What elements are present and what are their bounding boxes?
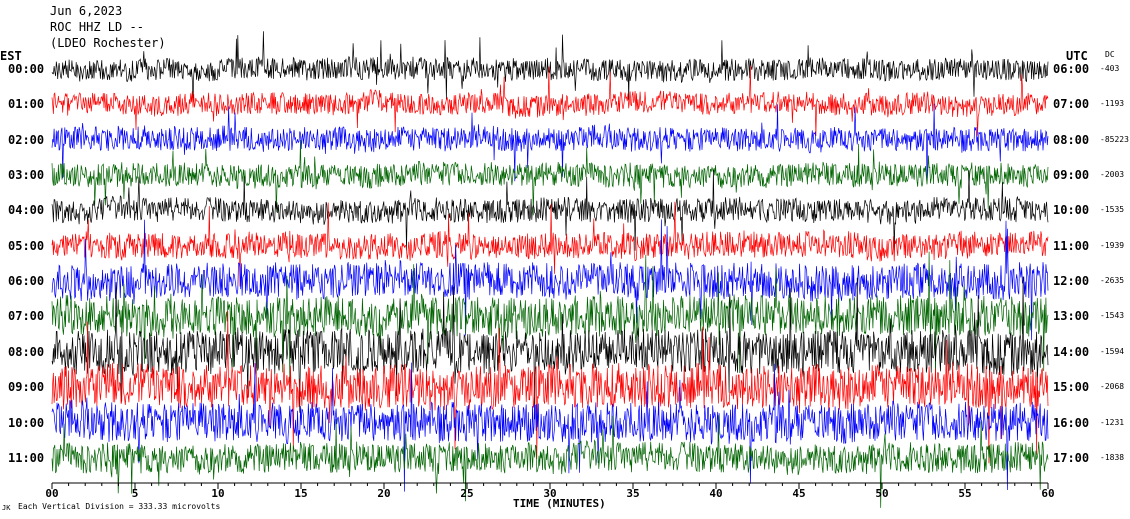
trace-row-0000 bbox=[51, 31, 1049, 106]
est-label-1000: 10:00 bbox=[8, 415, 45, 430]
est-label-0100: 01:00 bbox=[8, 97, 45, 112]
x-tick-label: 25 bbox=[460, 487, 473, 500]
trace-row-0300 bbox=[51, 139, 1049, 216]
utc-label-1500: 15:00 bbox=[1053, 380, 1090, 395]
utc-label-1200: 12:00 bbox=[1053, 274, 1090, 289]
utc-label-1700: 17:00 bbox=[1053, 450, 1090, 465]
trace-row-0200 bbox=[51, 103, 1049, 182]
est-label-0600: 06:00 bbox=[8, 274, 45, 289]
utc-label-1300: 13:00 bbox=[1053, 309, 1090, 324]
est-label-1100: 11:00 bbox=[8, 450, 45, 465]
utc-label-0900: 09:00 bbox=[1053, 168, 1090, 183]
scale-note: Each Vertical Division = 333.33 microvol… bbox=[18, 502, 221, 511]
est-label-0900: 09:00 bbox=[8, 380, 45, 395]
utc-label-1000: 10:00 bbox=[1053, 203, 1090, 218]
est-label-0500: 05:00 bbox=[8, 238, 45, 253]
x-tick-label: 15 bbox=[294, 487, 307, 500]
est-label-0700: 07:00 bbox=[8, 309, 45, 324]
x-axis: 00 5 10 15 20 25 30 35 40 45 50 55 60 bbox=[45, 482, 1055, 500]
utc-label-0600: 06:00 bbox=[1053, 62, 1090, 76]
dc-value-1400: -1594 bbox=[1100, 346, 1125, 356]
trace-row-1000 bbox=[51, 362, 1049, 492]
utc-label-1100: 11:00 bbox=[1053, 238, 1090, 253]
est-header: EST bbox=[0, 49, 22, 63]
dc-value-1200: -2635 bbox=[1100, 276, 1125, 286]
dc-value-0700: -1193 bbox=[1100, 99, 1125, 109]
trace-group bbox=[51, 31, 1049, 508]
utc-label-1400: 14:00 bbox=[1053, 344, 1090, 359]
dc-value-0800: -85223 bbox=[1100, 134, 1129, 144]
x-axis-title: TIME (MINUTES) bbox=[513, 497, 606, 510]
x-tick-label: 50 bbox=[875, 487, 888, 500]
dc-value-0600: -403 bbox=[1100, 64, 1120, 73]
est-label-0300: 03:00 bbox=[8, 168, 45, 183]
utc-header: UTC bbox=[1066, 49, 1088, 63]
corner-mark: JK bbox=[2, 504, 11, 512]
dc-value-1100: -1939 bbox=[1100, 240, 1125, 250]
dc-value-0900: -2003 bbox=[1100, 170, 1125, 180]
location-label: (LDEO Rochester) bbox=[50, 36, 166, 50]
utc-label-0700: 07:00 bbox=[1053, 97, 1090, 112]
utc-label-1600: 16:00 bbox=[1053, 415, 1090, 430]
x-tick-label: 55 bbox=[958, 487, 971, 500]
trace-row-0400 bbox=[51, 169, 1049, 251]
x-tick-label: 45 bbox=[792, 487, 805, 500]
est-label-0000: 00:00 bbox=[8, 62, 45, 76]
x-tick-label: 10 bbox=[211, 487, 224, 500]
trace-row-0800 bbox=[51, 276, 1049, 420]
x-tick-label: 40 bbox=[709, 487, 722, 500]
dc-value-1700: -1838 bbox=[1100, 452, 1125, 462]
date-label: Jun 6,2023 bbox=[50, 4, 123, 18]
dc-value-1600: -1231 bbox=[1100, 417, 1125, 427]
trace-row-0100 bbox=[51, 65, 1049, 137]
dc-header: DC bbox=[1105, 50, 1115, 59]
x-tick-label: 00 bbox=[45, 487, 58, 500]
x-tick-label: 35 bbox=[626, 487, 639, 500]
dc-value-1000: -1535 bbox=[1100, 205, 1125, 215]
est-label-0800: 08:00 bbox=[8, 344, 45, 359]
trace-row-1100 bbox=[51, 415, 1049, 508]
station-label: ROC HHZ LD -- bbox=[50, 20, 144, 34]
utc-label-0800: 08:00 bbox=[1053, 132, 1090, 147]
trace-row-0500 bbox=[51, 201, 1049, 287]
trace-row-0900 bbox=[51, 310, 1049, 464]
x-tick-label: 20 bbox=[377, 487, 390, 500]
est-label-0200: 02:00 bbox=[8, 132, 45, 147]
trace-row-0700 bbox=[51, 251, 1049, 383]
trace-row-0600 bbox=[51, 219, 1049, 341]
x-tick-label: 5 bbox=[132, 487, 139, 500]
x-tick-label: 30 bbox=[543, 487, 556, 500]
dc-value-1300: -1543 bbox=[1100, 311, 1125, 321]
dc-value-1500: -2068 bbox=[1100, 382, 1125, 392]
x-tick-label: 60 bbox=[1041, 487, 1054, 500]
est-label-0400: 04:00 bbox=[8, 203, 45, 218]
